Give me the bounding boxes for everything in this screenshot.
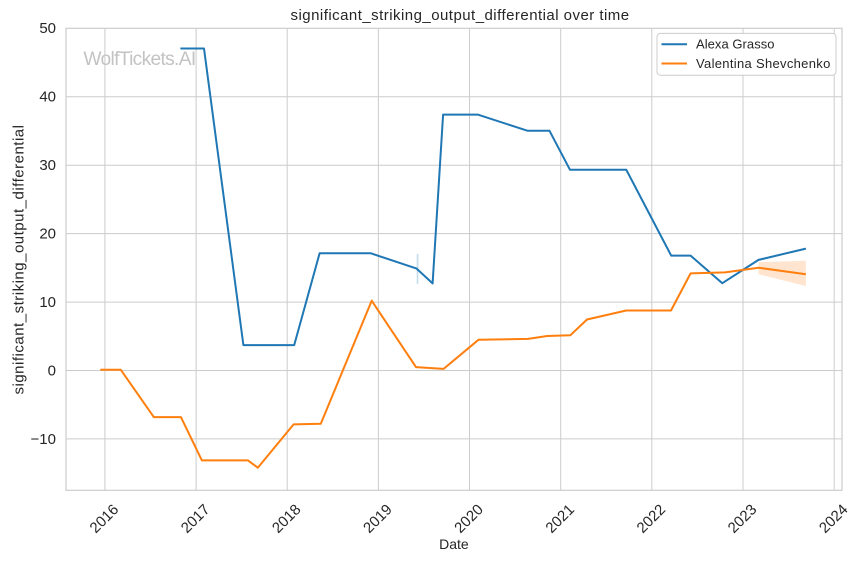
svg-text:20: 20 [39, 226, 56, 243]
svg-text:0: 0 [48, 362, 56, 379]
svg-text:Date: Date [439, 536, 469, 552]
svg-text:50: 50 [39, 20, 56, 37]
svg-text:−10: −10 [31, 431, 56, 448]
svg-text:significant_striking_output_di: significant_striking_output_differential [11, 125, 28, 395]
svg-text:WolfTickets.AI: WolfTickets.AI [83, 49, 196, 70]
svg-text:30: 30 [39, 157, 56, 174]
svg-text:40: 40 [39, 89, 56, 106]
svg-text:10: 10 [39, 294, 56, 311]
svg-text:Valentina Shevchenko: Valentina Shevchenko [696, 56, 830, 71]
svg-text:Alexa Grasso: Alexa Grasso [696, 37, 775, 52]
svg-text:significant_striking_output_di: significant_striking_output_differential… [291, 7, 630, 24]
